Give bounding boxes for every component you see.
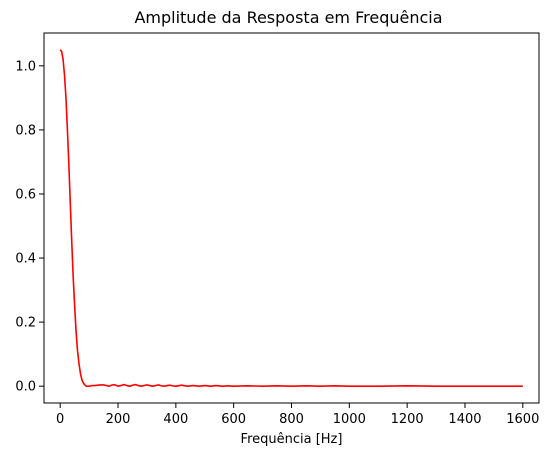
x-tick-label: 400 (163, 412, 188, 427)
x-tick-label: 1600 (506, 412, 539, 427)
y-tick-label: 0.0 (15, 380, 36, 395)
x-axis: 0 200 400 600 800 1000 1200 1400 1600 (56, 403, 539, 427)
y-axis: 0.0 0.2 0.4 0.6 0.8 1.0 (15, 59, 44, 395)
x-tick-label: 0 (56, 412, 64, 427)
plot-area (59, 49, 523, 387)
series-line (59, 49, 523, 387)
chart-title: Amplitude da Resposta em Frequência (134, 8, 442, 27)
y-tick-label: 0.4 (15, 252, 36, 267)
y-tick-label: 0.2 (15, 316, 36, 331)
y-tick-label: 0.6 (15, 187, 36, 202)
y-tick-label: 1.0 (15, 59, 36, 74)
x-tick-label: 800 (279, 412, 304, 427)
y-tick-label: 0.8 (15, 123, 36, 138)
x-tick-label: 1000 (333, 412, 366, 427)
x-tick-label: 200 (106, 412, 131, 427)
x-tick-label: 1400 (448, 412, 481, 427)
axes-frame (43, 32, 540, 404)
x-axis-label: Frequência [Hz] (241, 432, 343, 447)
x-tick-label: 1200 (391, 412, 424, 427)
x-tick-label: 600 (221, 412, 246, 427)
